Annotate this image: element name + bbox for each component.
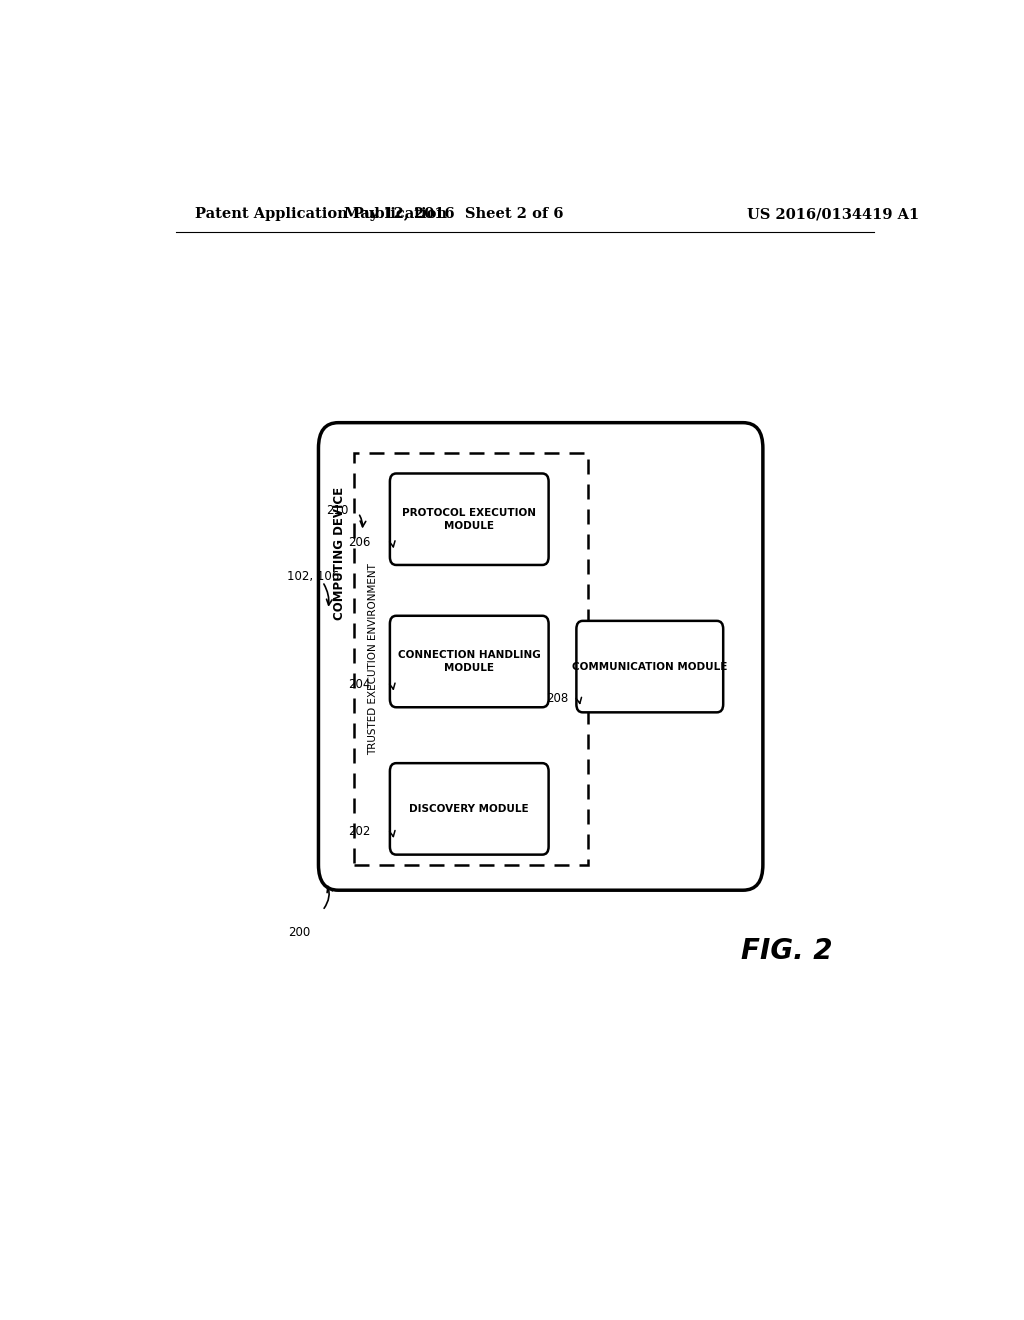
Text: 200: 200 (289, 925, 310, 939)
Text: 202: 202 (348, 825, 370, 838)
Text: CONNECTION HANDLING
MODULE: CONNECTION HANDLING MODULE (398, 649, 541, 673)
Text: 208: 208 (546, 692, 568, 705)
Text: COMPUTING DEVICE: COMPUTING DEVICE (333, 487, 346, 620)
Text: US 2016/0134419 A1: US 2016/0134419 A1 (748, 207, 920, 222)
Text: DISCOVERY MODULE: DISCOVERY MODULE (410, 804, 529, 814)
Text: TRUSTED EXECUTION ENVIRONMENT: TRUSTED EXECUTION ENVIRONMENT (369, 564, 379, 755)
Text: 204: 204 (348, 678, 370, 690)
Text: May 12, 2016  Sheet 2 of 6: May 12, 2016 Sheet 2 of 6 (344, 207, 563, 222)
Text: 102, 106: 102, 106 (287, 570, 339, 583)
Text: PROTOCOL EXECUTION
MODULE: PROTOCOL EXECUTION MODULE (402, 508, 537, 531)
FancyBboxPatch shape (577, 620, 723, 713)
Text: COMMUNICATION MODULE: COMMUNICATION MODULE (572, 661, 727, 672)
Text: FIG. 2: FIG. 2 (741, 937, 833, 965)
FancyBboxPatch shape (390, 474, 549, 565)
Text: Patent Application Publication: Patent Application Publication (196, 207, 447, 222)
FancyBboxPatch shape (318, 422, 763, 890)
FancyBboxPatch shape (390, 615, 549, 708)
Text: 210: 210 (327, 504, 349, 517)
Bar (354, 453, 588, 865)
FancyBboxPatch shape (390, 763, 549, 854)
Text: 206: 206 (348, 536, 370, 549)
